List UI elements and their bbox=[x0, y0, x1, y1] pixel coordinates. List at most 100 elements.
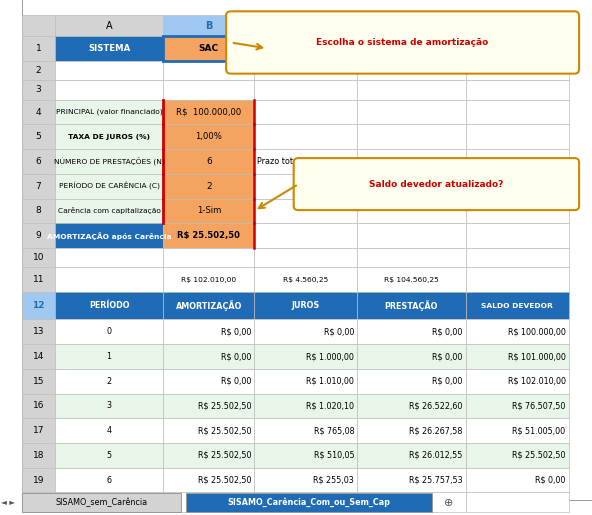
Text: 1,00%: 1,00% bbox=[195, 132, 222, 141]
Bar bbox=[466, 80, 568, 100]
Bar bbox=[255, 149, 357, 174]
Bar bbox=[163, 174, 255, 198]
Bar bbox=[255, 292, 357, 319]
Bar bbox=[22, 248, 54, 267]
Bar bbox=[54, 223, 163, 248]
Bar bbox=[255, 125, 357, 149]
Text: 6: 6 bbox=[107, 475, 111, 485]
Bar bbox=[466, 15, 568, 36]
Text: D: D bbox=[408, 21, 415, 31]
Text: 6: 6 bbox=[36, 157, 41, 166]
Text: R$ 1.000,00: R$ 1.000,00 bbox=[306, 352, 354, 361]
Text: E: E bbox=[514, 21, 520, 31]
Bar bbox=[466, 492, 568, 512]
Text: 8: 8 bbox=[36, 207, 41, 215]
Bar bbox=[22, 80, 54, 100]
Text: R$ 0,00: R$ 0,00 bbox=[324, 328, 354, 336]
FancyBboxPatch shape bbox=[226, 11, 579, 74]
Bar bbox=[22, 369, 54, 393]
Bar bbox=[54, 267, 163, 292]
Text: 18: 18 bbox=[33, 451, 44, 460]
Text: 2: 2 bbox=[36, 66, 41, 75]
Bar bbox=[163, 248, 255, 267]
Bar bbox=[466, 61, 568, 80]
Bar bbox=[357, 149, 466, 174]
Text: R$ 1.010,00: R$ 1.010,00 bbox=[306, 377, 354, 386]
Text: JUROS: JUROS bbox=[292, 301, 320, 311]
Bar bbox=[54, 174, 163, 198]
Bar bbox=[357, 468, 466, 492]
Bar bbox=[163, 100, 255, 125]
Text: R$ 102.010,00: R$ 102.010,00 bbox=[181, 277, 236, 283]
Bar bbox=[163, 319, 255, 344]
Bar bbox=[357, 443, 466, 468]
Text: R$ 25.502,50: R$ 25.502,50 bbox=[198, 426, 252, 435]
Bar bbox=[357, 174, 466, 198]
Text: R$ 102.010,00: R$ 102.010,00 bbox=[507, 377, 565, 386]
Bar bbox=[255, 418, 357, 443]
Bar bbox=[22, 267, 54, 292]
Bar bbox=[466, 443, 568, 468]
Bar bbox=[54, 369, 163, 393]
Bar bbox=[466, 223, 568, 248]
Text: R$ 25.502,50: R$ 25.502,50 bbox=[512, 451, 565, 460]
Bar bbox=[22, 493, 181, 512]
Text: 3: 3 bbox=[36, 85, 41, 94]
Text: ⊕: ⊕ bbox=[444, 497, 453, 508]
Bar bbox=[54, 319, 163, 344]
Bar bbox=[54, 418, 163, 443]
Bar bbox=[163, 149, 255, 174]
Bar bbox=[54, 393, 163, 418]
Text: SISAMO_Carência_Com_ou_Sem_Cap: SISAMO_Carência_Com_ou_Sem_Cap bbox=[227, 498, 391, 507]
Bar bbox=[163, 393, 255, 418]
Text: 7: 7 bbox=[36, 182, 41, 191]
Bar bbox=[54, 80, 163, 100]
Bar bbox=[163, 36, 255, 61]
Text: AMORTIZAÇÃO após Carência: AMORTIZAÇÃO após Carência bbox=[47, 232, 171, 239]
Text: AMORTIZAÇÃO: AMORTIZAÇÃO bbox=[176, 300, 242, 311]
Text: R$ 0,00: R$ 0,00 bbox=[432, 328, 463, 336]
Bar bbox=[22, 61, 54, 80]
Text: R$ 0,00: R$ 0,00 bbox=[432, 377, 463, 386]
Bar bbox=[22, 393, 54, 418]
Text: R$ 101.000,00: R$ 101.000,00 bbox=[508, 352, 565, 361]
Bar bbox=[466, 100, 568, 125]
Bar bbox=[163, 125, 255, 149]
Bar bbox=[255, 267, 357, 292]
Bar bbox=[255, 468, 357, 492]
Bar bbox=[466, 393, 568, 418]
Text: 12: 12 bbox=[33, 301, 45, 311]
Bar bbox=[466, 248, 568, 267]
Bar bbox=[466, 36, 568, 61]
Bar bbox=[357, 61, 466, 80]
Text: B: B bbox=[205, 21, 213, 31]
Text: PRINCIPAL (valor financiado): PRINCIPAL (valor financiado) bbox=[56, 109, 162, 115]
Text: 20: 20 bbox=[33, 497, 44, 507]
Bar bbox=[22, 223, 54, 248]
Bar bbox=[357, 198, 466, 223]
Text: Escolha o sistema de amortização: Escolha o sistema de amortização bbox=[317, 38, 489, 47]
Text: R$ 26.267,58: R$ 26.267,58 bbox=[410, 426, 463, 435]
Bar bbox=[22, 125, 54, 149]
Text: R$ 0,00: R$ 0,00 bbox=[535, 475, 565, 485]
Bar bbox=[255, 443, 357, 468]
Text: R$ 0,00: R$ 0,00 bbox=[432, 352, 463, 361]
Text: 16: 16 bbox=[33, 402, 44, 410]
Bar bbox=[22, 443, 54, 468]
Text: R$ 255,03: R$ 255,03 bbox=[313, 475, 354, 485]
Bar bbox=[255, 344, 357, 369]
Text: R$ 0,00: R$ 0,00 bbox=[221, 328, 252, 336]
Bar bbox=[255, 36, 357, 61]
Bar bbox=[22, 418, 54, 443]
Bar bbox=[54, 36, 163, 61]
Text: PERÍODO: PERÍODO bbox=[89, 301, 129, 311]
Bar bbox=[255, 319, 357, 344]
Bar bbox=[163, 80, 255, 100]
Bar bbox=[22, 100, 54, 125]
Text: 19: 19 bbox=[33, 475, 44, 485]
Text: 2: 2 bbox=[107, 377, 111, 386]
Bar bbox=[163, 468, 255, 492]
Text: R$ 1.020,10: R$ 1.020,10 bbox=[306, 402, 354, 410]
Text: 10: 10 bbox=[33, 253, 44, 262]
Bar bbox=[163, 369, 255, 393]
